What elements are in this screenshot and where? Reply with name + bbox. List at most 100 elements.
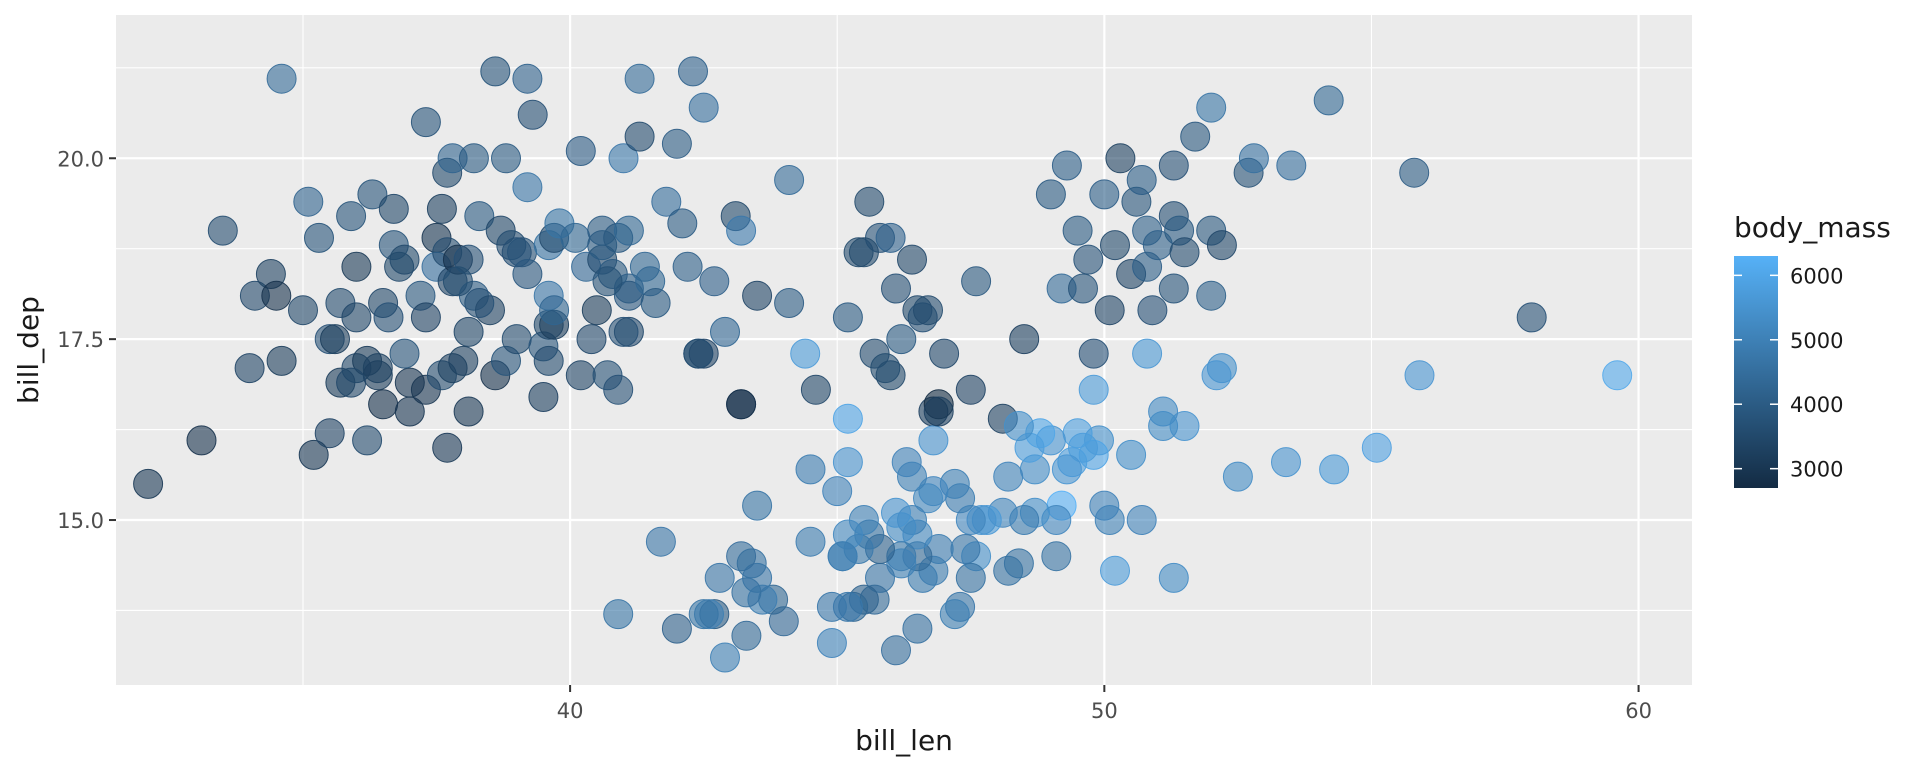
- data-point: [576, 324, 607, 355]
- data-point: [1094, 295, 1125, 326]
- data-point: [1404, 360, 1435, 391]
- data-point: [897, 244, 927, 275]
- data-point: [667, 208, 698, 239]
- data-point: [1313, 85, 1344, 116]
- data-point: [266, 345, 297, 376]
- data-point: [352, 425, 383, 456]
- data-point: [1100, 555, 1130, 586]
- data-point: [918, 425, 949, 456]
- data-point: [608, 316, 639, 347]
- data-point: [565, 360, 596, 391]
- data-point: [742, 490, 773, 521]
- data-point: [480, 56, 511, 87]
- data-point: [881, 497, 911, 528]
- data-point: [1105, 143, 1136, 174]
- data-point: [368, 389, 399, 420]
- data-point: [1158, 150, 1189, 181]
- data-point: [795, 526, 826, 557]
- data-point: [854, 186, 885, 217]
- data-point: [832, 447, 863, 478]
- data-point: [939, 599, 970, 630]
- data-point: [314, 418, 345, 449]
- data-point: [336, 367, 367, 398]
- data-point: [1169, 237, 1200, 268]
- data-point: [1137, 295, 1168, 326]
- data-point: [378, 193, 409, 224]
- data-point: [1126, 165, 1157, 195]
- data-point: [357, 179, 388, 210]
- data-point: [581, 295, 612, 326]
- data-point: [1051, 454, 1082, 485]
- data-point: [1089, 179, 1120, 210]
- data-point: [1068, 273, 1098, 304]
- data-point: [640, 288, 671, 318]
- data-point: [1148, 411, 1179, 441]
- y-tick-label: 17.5: [57, 328, 104, 352]
- data-point: [133, 468, 164, 499]
- data-point: [1051, 150, 1082, 181]
- data-point: [517, 99, 548, 130]
- data-point: [410, 302, 441, 333]
- data-point: [1126, 505, 1157, 535]
- data-point: [234, 353, 265, 384]
- data-point: [795, 454, 826, 485]
- data-point: [288, 295, 318, 326]
- data-point: [881, 273, 911, 304]
- data-point: [886, 324, 917, 355]
- data-point: [1078, 338, 1109, 369]
- legend-colorbar: [1734, 256, 1778, 488]
- data-point: [891, 447, 922, 478]
- data-point: [774, 165, 805, 195]
- data-point: [1201, 360, 1232, 391]
- data-point: [501, 324, 532, 355]
- y-axis-title: bill_dep: [12, 296, 45, 404]
- data-point: [608, 143, 639, 174]
- data-point: [950, 534, 981, 564]
- data-point: [848, 237, 879, 268]
- data-point: [603, 599, 634, 630]
- data-point: [293, 186, 324, 217]
- data-point: [881, 635, 911, 666]
- data-point: [592, 266, 623, 297]
- data-point: [565, 136, 596, 166]
- y-axis-ticks: 15.0 17.5 20.0: [57, 147, 116, 533]
- data-points: [133, 56, 1633, 673]
- data-point: [1399, 157, 1430, 188]
- data-point: [320, 324, 350, 355]
- data-point: [266, 63, 297, 94]
- data-point: [913, 483, 943, 514]
- data-point: [731, 577, 762, 608]
- color-legend: body_mass 3000 4000 5000 6000: [1734, 211, 1891, 488]
- data-point: [603, 374, 634, 405]
- data-point: [1089, 490, 1120, 521]
- data-point: [410, 107, 441, 138]
- legend-tick-label: 6000: [1790, 264, 1843, 288]
- x-axis-title: bill_len: [855, 724, 953, 757]
- data-point: [661, 613, 692, 644]
- data-point: [1003, 411, 1034, 441]
- data-point: [816, 591, 847, 622]
- data-point: [453, 316, 484, 347]
- data-point: [678, 56, 708, 87]
- data-point: [613, 215, 644, 246]
- data-point: [683, 338, 714, 369]
- data-point: [923, 396, 954, 427]
- data-point: [913, 295, 943, 326]
- data-point: [512, 172, 543, 203]
- data-point: [822, 476, 853, 507]
- data-point: [1041, 541, 1072, 572]
- data-point: [298, 439, 329, 470]
- legend-tick-label: 4000: [1790, 393, 1843, 417]
- data-point: [726, 389, 757, 420]
- data-point: [389, 244, 420, 275]
- data-point: [458, 143, 489, 174]
- data-point: [1062, 215, 1093, 246]
- data-point: [688, 92, 719, 123]
- data-point: [1602, 360, 1633, 391]
- data-point: [1180, 121, 1211, 152]
- data-point: [645, 526, 676, 557]
- data-point: [336, 201, 367, 232]
- data-point: [1271, 447, 1301, 478]
- data-point: [491, 143, 521, 174]
- data-point: [688, 599, 719, 630]
